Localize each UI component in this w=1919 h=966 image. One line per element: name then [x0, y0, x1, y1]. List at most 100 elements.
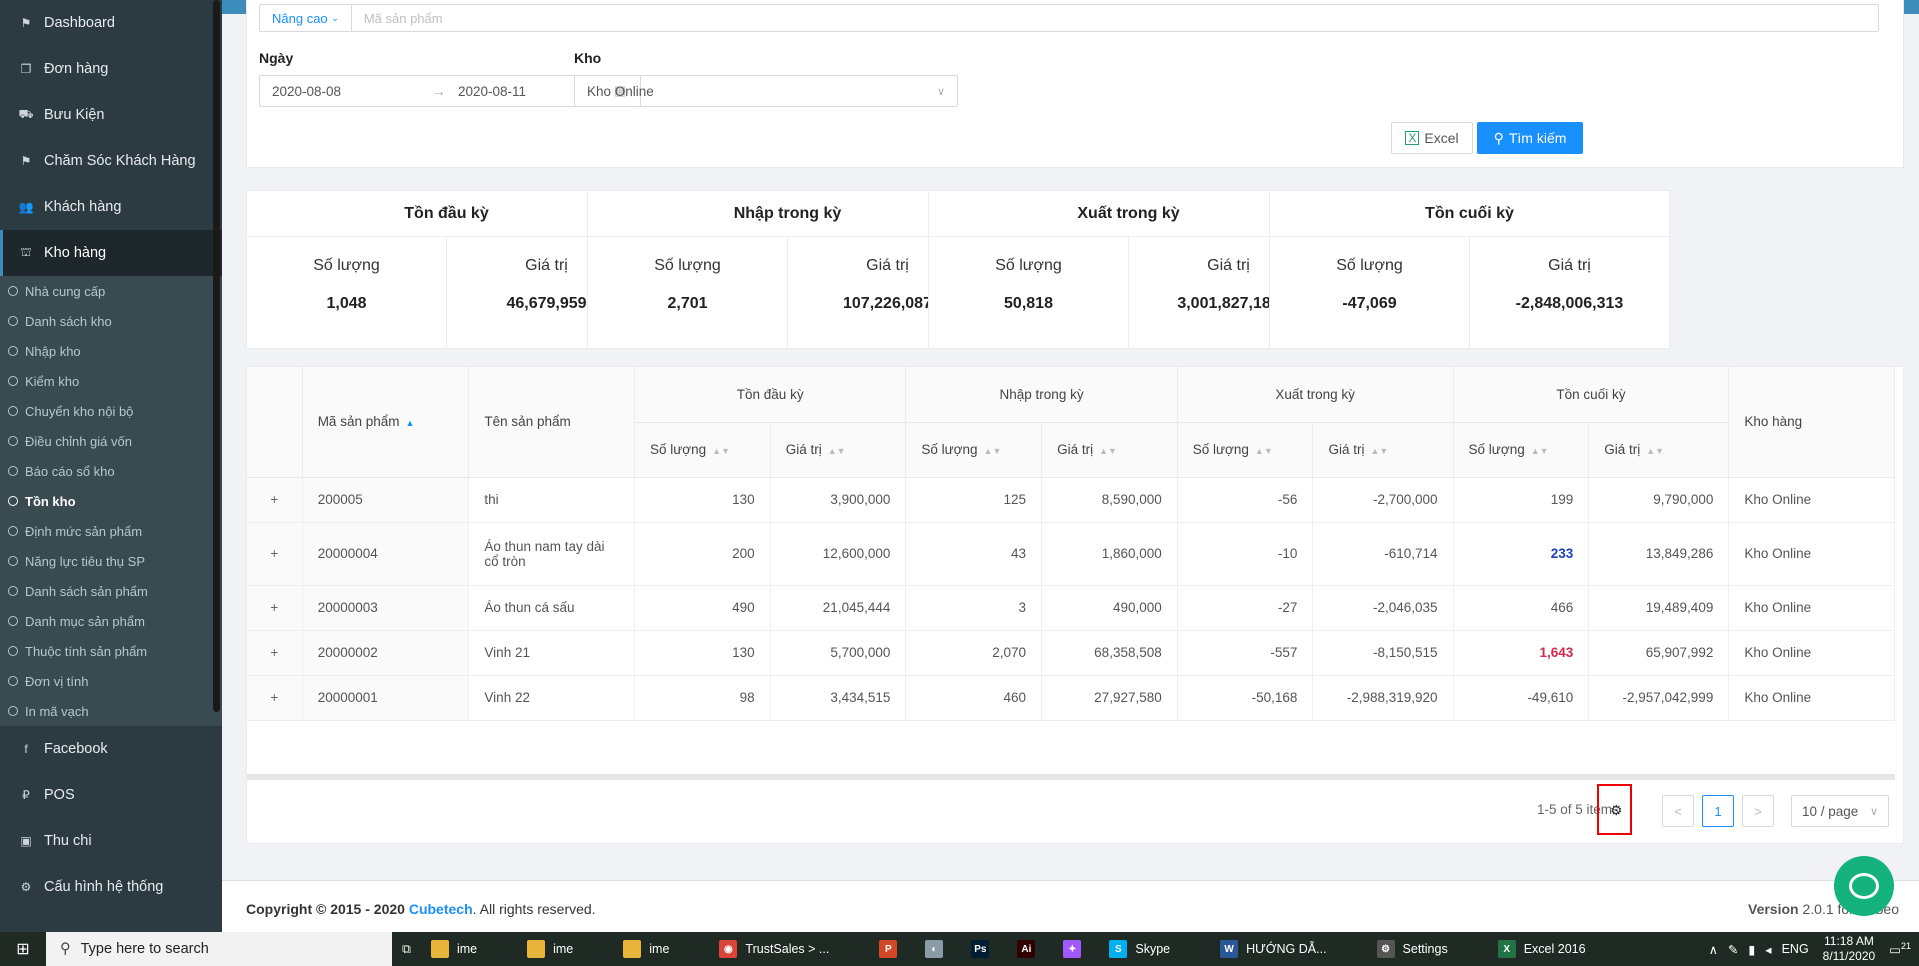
sort-icon[interactable]: ▲	[405, 418, 415, 429]
submenu-item-danh-muc-san-pham[interactable]: Danh mục sản phẩm	[0, 606, 222, 636]
column-header-value[interactable]: Giá trị ▲▼	[1312, 422, 1454, 478]
submenu-item-dieu-chinh-gia-von[interactable]: Điều chỉnh giá vốn	[0, 426, 222, 456]
cell-number: 233	[1453, 522, 1590, 586]
column-header-value[interactable]: Giá trị ▲▼	[1041, 422, 1178, 478]
sort-icon[interactable]: ▲▼	[1099, 446, 1117, 456]
submenu-item-ton-kho[interactable]: Tồn kho	[0, 486, 222, 516]
date-to[interactable]: 2020-08-11	[458, 83, 527, 99]
submenu-item-don-vi-tinh[interactable]: Đơn vị tính	[0, 666, 222, 696]
cell-value-text: -610,714	[1384, 546, 1438, 561]
column-header-quantity[interactable]: Số lượng ▲▼	[1453, 422, 1590, 478]
sidebar-item-don-hang[interactable]: ❐ Đơn hàng	[0, 46, 222, 92]
circle-icon	[8, 646, 18, 656]
pen-icon[interactable]: ✎	[1727, 942, 1739, 957]
taskbar-app-powerpoint[interactable]: P	[869, 932, 915, 966]
taskbar-search-placeholder: Type here to search	[80, 941, 209, 957]
submenu-item-nha-cung-cap[interactable]: Nhà cung cấp	[0, 276, 222, 306]
expand-row-button[interactable]: +	[247, 675, 303, 721]
submenu-item-danh-sach-san-pham[interactable]: Danh sách sản phẩm	[0, 576, 222, 606]
column-header-value[interactable]: Giá trị ▲▼	[1588, 422, 1730, 478]
sort-icon[interactable]: ▲▼	[712, 446, 730, 456]
expand-row-button[interactable]: +	[247, 630, 303, 676]
taskbar-app-folder[interactable]: ime	[613, 932, 709, 966]
task-view-icon[interactable]: ⧉	[402, 941, 411, 956]
export-excel-button[interactable]: X Excel	[1391, 122, 1473, 154]
windows-start-icon[interactable]: ⊞	[16, 941, 30, 958]
inventory-table-card: Mã sản phẩm ▲ Tên sản phẩm Tồn đầu kỳ Nhậ…	[246, 366, 1904, 844]
sidebar-item-pos[interactable]: ₽ POS	[0, 772, 222, 818]
sidebar-item-kho-hang[interactable]: ⛫ Kho hàng	[0, 230, 222, 276]
taskbar-search-input[interactable]: ⚲ Type here to search	[46, 932, 392, 966]
taskbar-app-folder[interactable]: ime	[517, 932, 613, 966]
chevron-up-icon[interactable]: ∧	[1708, 942, 1718, 957]
taskbar-app-word[interactable]: W HƯỚNG DẪ...	[1210, 932, 1366, 966]
circle-icon	[8, 586, 18, 596]
language-indicator[interactable]: ENG	[1781, 942, 1809, 956]
page-size-select[interactable]: 10 / page ∨	[1791, 795, 1889, 827]
product-code-search-input[interactable]: Mã sản phẩm	[363, 10, 443, 26]
column-header-value[interactable]: Giá trị ▲▼	[770, 422, 907, 478]
taskbar-app-settings[interactable]: ⚙ Settings	[1367, 932, 1488, 966]
notification-icon[interactable]: ▭21	[1889, 940, 1911, 958]
column-header-code[interactable]: Mã sản phẩm ▲	[302, 367, 470, 478]
sidebar: ⚑ Dashboard ❐ Đơn hàng ⛟ Bưu Kiện ⚑ Chăm Sóc Kh…	[0, 0, 222, 932]
submenu-item-nang-luc-tieu-thu-sp[interactable]: Năng lực tiêu thụ SP	[0, 546, 222, 576]
sidebar-item-thu-chi[interactable]: ▣ Thu chi	[0, 818, 222, 864]
sidebar-item-khach-hang[interactable]: 👥 Khách hàng	[0, 184, 222, 230]
warehouse-select[interactable]: Kho Online ∨	[574, 75, 958, 107]
submenu-item-thuoc-tinh-san-pham[interactable]: Thuộc tính sản phẩm	[0, 636, 222, 666]
column-header-quantity[interactable]: Số lượng ▲▼	[634, 422, 771, 478]
column-header-quantity[interactable]: Số lượng ▲▼	[1177, 422, 1314, 478]
taskbar-app-folder[interactable]: ime	[421, 932, 517, 966]
chat-button[interactable]	[1834, 856, 1894, 916]
taskbar-app-excel[interactable]: X Excel 2016	[1488, 932, 1626, 966]
taskbar-app-figma[interactable]: ✦	[1053, 932, 1099, 966]
next-page-button[interactable]: >	[1742, 795, 1774, 827]
date-range-picker[interactable]: 2020-08-08 → 2020-08-11 ▦	[259, 75, 641, 107]
expand-row-button[interactable]: +	[247, 585, 303, 631]
sort-icon[interactable]: ▲▼	[1254, 446, 1273, 456]
taskbar-app-app[interactable]: ◐	[915, 932, 961, 966]
submenu-item-danh-sach-kho[interactable]: Danh sách kho	[0, 306, 222, 336]
submenu-item-bao-cao-so-kho[interactable]: Báo cáo sổ kho	[0, 456, 222, 486]
prev-page-button[interactable]: <	[1662, 795, 1694, 827]
horizontal-scrollbar[interactable]	[247, 774, 1895, 780]
cell-value-text: 43	[1011, 546, 1027, 561]
company-link[interactable]: Cubetech	[408, 901, 473, 917]
taskbar-app-illustrator[interactable]: Ai	[1007, 932, 1053, 966]
gear-icon[interactable]: ⚙	[1610, 802, 1623, 818]
copyright-prefix: Copyright © 2015 - 2020	[246, 901, 409, 917]
submenu-item-chuyen-kho-noi-bo[interactable]: Chuyển kho nội bộ	[0, 396, 222, 426]
sort-icon[interactable]: ▲▼	[1530, 446, 1549, 456]
submenu-item-nhap-kho[interactable]: Nhập kho	[0, 336, 222, 366]
expand-row-button[interactable]: +	[247, 477, 303, 523]
copyright-suffix: . All rights reserved.	[472, 901, 596, 917]
sidebar-item-dashboard[interactable]: ⚑ Dashboard	[0, 0, 222, 46]
sidebar-item-cau-hinh-he-thong[interactable]: ⚙ Cấu hình hệ thống	[0, 864, 222, 910]
search-button[interactable]: ⚲ Tìm kiếm	[1477, 122, 1583, 154]
sidebar-item-cham-soc-khach-hang[interactable]: ⚑ Chăm Sóc Khách Hàng	[0, 138, 222, 184]
clock[interactable]: 11:18 AM 8/11/2020	[1823, 934, 1876, 964]
warehouse-select-value: Kho Online	[587, 83, 654, 99]
submenu-item-in-ma-vach[interactable]: In mã vạch	[0, 696, 222, 726]
cell-number: -2,700,000	[1312, 477, 1454, 523]
submenu-item-dinh-muc-san-pham[interactable]: Định mức sản phẩm	[0, 516, 222, 546]
sort-icon[interactable]: ▲▼	[1370, 446, 1389, 456]
sidebar-scrollbar[interactable]	[213, 0, 220, 712]
advanced-search-dropdown[interactable]: Nâng cao ⌄	[260, 5, 352, 31]
expand-row-button[interactable]: +	[247, 522, 303, 586]
volume-icon[interactable]: ◂	[1765, 942, 1772, 957]
network-icon[interactable]: ▮	[1748, 942, 1756, 957]
taskbar-app-skype[interactable]: S Skype	[1099, 932, 1210, 966]
submenu-item-kiem-kho[interactable]: Kiểm kho	[0, 366, 222, 396]
taskbar-app-photoshop[interactable]: Ps	[961, 932, 1007, 966]
sidebar-item-buu-kien[interactable]: ⛟ Bưu Kiện	[0, 92, 222, 138]
date-from[interactable]: 2020-08-08	[272, 83, 342, 99]
sort-icon[interactable]: ▲▼	[983, 446, 1002, 456]
sort-icon[interactable]: ▲▼	[1646, 446, 1665, 456]
column-header-quantity[interactable]: Số lượng ▲▼	[905, 422, 1043, 478]
page-1-button[interactable]: 1	[1702, 795, 1734, 827]
sidebar-item-facebook[interactable]: f Facebook	[0, 726, 222, 772]
sort-icon[interactable]: ▲▼	[827, 446, 846, 456]
taskbar-app-chrome[interactable]: ◉ TrustSales > ...	[709, 932, 869, 966]
